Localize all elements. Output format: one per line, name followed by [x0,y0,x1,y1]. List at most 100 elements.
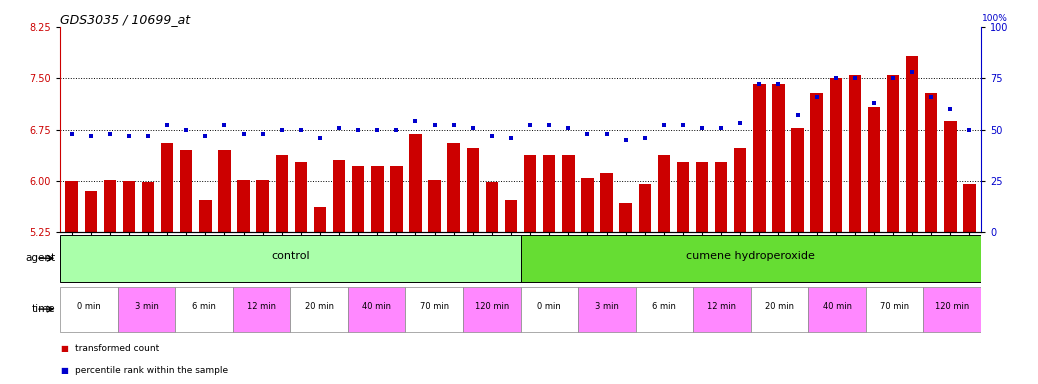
Text: 6 min: 6 min [192,302,216,311]
Bar [693,286,750,331]
Bar [117,286,175,331]
Bar [581,177,594,232]
Bar [521,286,578,331]
Point [752,81,768,88]
Bar [963,184,976,232]
Text: control: control [271,251,309,261]
Bar [638,184,651,232]
Point [331,124,348,131]
Text: 6 min: 6 min [653,302,677,311]
Point [407,118,424,124]
Point [732,120,748,126]
Point [120,133,137,139]
Bar [60,286,117,331]
Text: 40 min: 40 min [822,302,851,311]
Point [904,69,921,75]
Text: transformed count: transformed count [75,344,159,353]
Text: 70 min: 70 min [419,302,448,311]
Text: time: time [31,304,55,314]
Bar [238,180,250,232]
Bar [811,93,823,232]
Bar [504,200,517,232]
Bar [925,93,937,232]
Point [656,122,673,129]
Point [827,75,844,81]
Bar [486,182,498,232]
Bar [924,286,981,331]
Bar [65,181,78,232]
Bar [677,162,689,232]
Point [522,122,539,129]
Bar [409,134,421,232]
Bar [524,155,537,232]
Text: 12 min: 12 min [247,302,276,311]
Bar [313,207,326,232]
Point [427,122,443,129]
Bar [868,107,880,232]
Bar [295,162,307,232]
Bar [463,286,521,331]
Bar [352,166,364,232]
Bar [233,286,291,331]
Point [598,131,614,137]
Point [484,133,500,139]
Point [464,124,481,131]
Text: 12 min: 12 min [708,302,737,311]
Bar [275,155,288,232]
Point [961,126,978,132]
Bar [695,162,708,232]
Point [579,131,596,137]
Point [675,122,691,129]
Point [541,122,557,129]
Point [177,126,194,132]
Point [140,133,157,139]
Bar [772,84,785,232]
Point [770,81,787,88]
Bar [199,200,212,232]
Point [388,126,405,132]
Bar [578,286,635,331]
Bar [734,148,746,232]
Text: 70 min: 70 min [880,302,909,311]
Text: cumene hydroperoxide: cumene hydroperoxide [686,251,815,261]
Bar [372,166,383,232]
Text: percentile rank within the sample: percentile rank within the sample [75,366,228,374]
Bar [390,166,403,232]
Bar [447,143,460,232]
Bar [866,286,924,331]
Bar [348,286,406,331]
Bar [256,180,269,232]
Bar [750,286,809,331]
Point [884,75,901,81]
Bar [467,148,479,232]
Text: 0 min: 0 min [538,302,562,311]
Text: ■: ■ [60,366,69,374]
Point [445,122,462,129]
Point [502,135,519,141]
Point [713,124,730,131]
Point [847,75,864,81]
Point [254,131,271,137]
Point [159,122,175,129]
Bar [543,155,555,232]
Bar [60,235,521,281]
Point [866,100,882,106]
Bar [849,75,862,232]
Bar [161,143,173,232]
Point [943,106,959,112]
Point [789,112,805,118]
Text: 100%: 100% [982,14,1008,23]
Text: 20 min: 20 min [304,302,333,311]
Bar [600,173,612,232]
Bar [175,286,233,331]
Point [636,135,653,141]
Bar [521,235,981,281]
Point [368,126,385,132]
Text: 120 min: 120 min [935,302,969,311]
Bar [754,84,766,232]
Bar [715,162,728,232]
Point [809,94,825,100]
Text: ■: ■ [60,344,69,353]
Bar [180,150,192,232]
Bar [906,56,919,232]
